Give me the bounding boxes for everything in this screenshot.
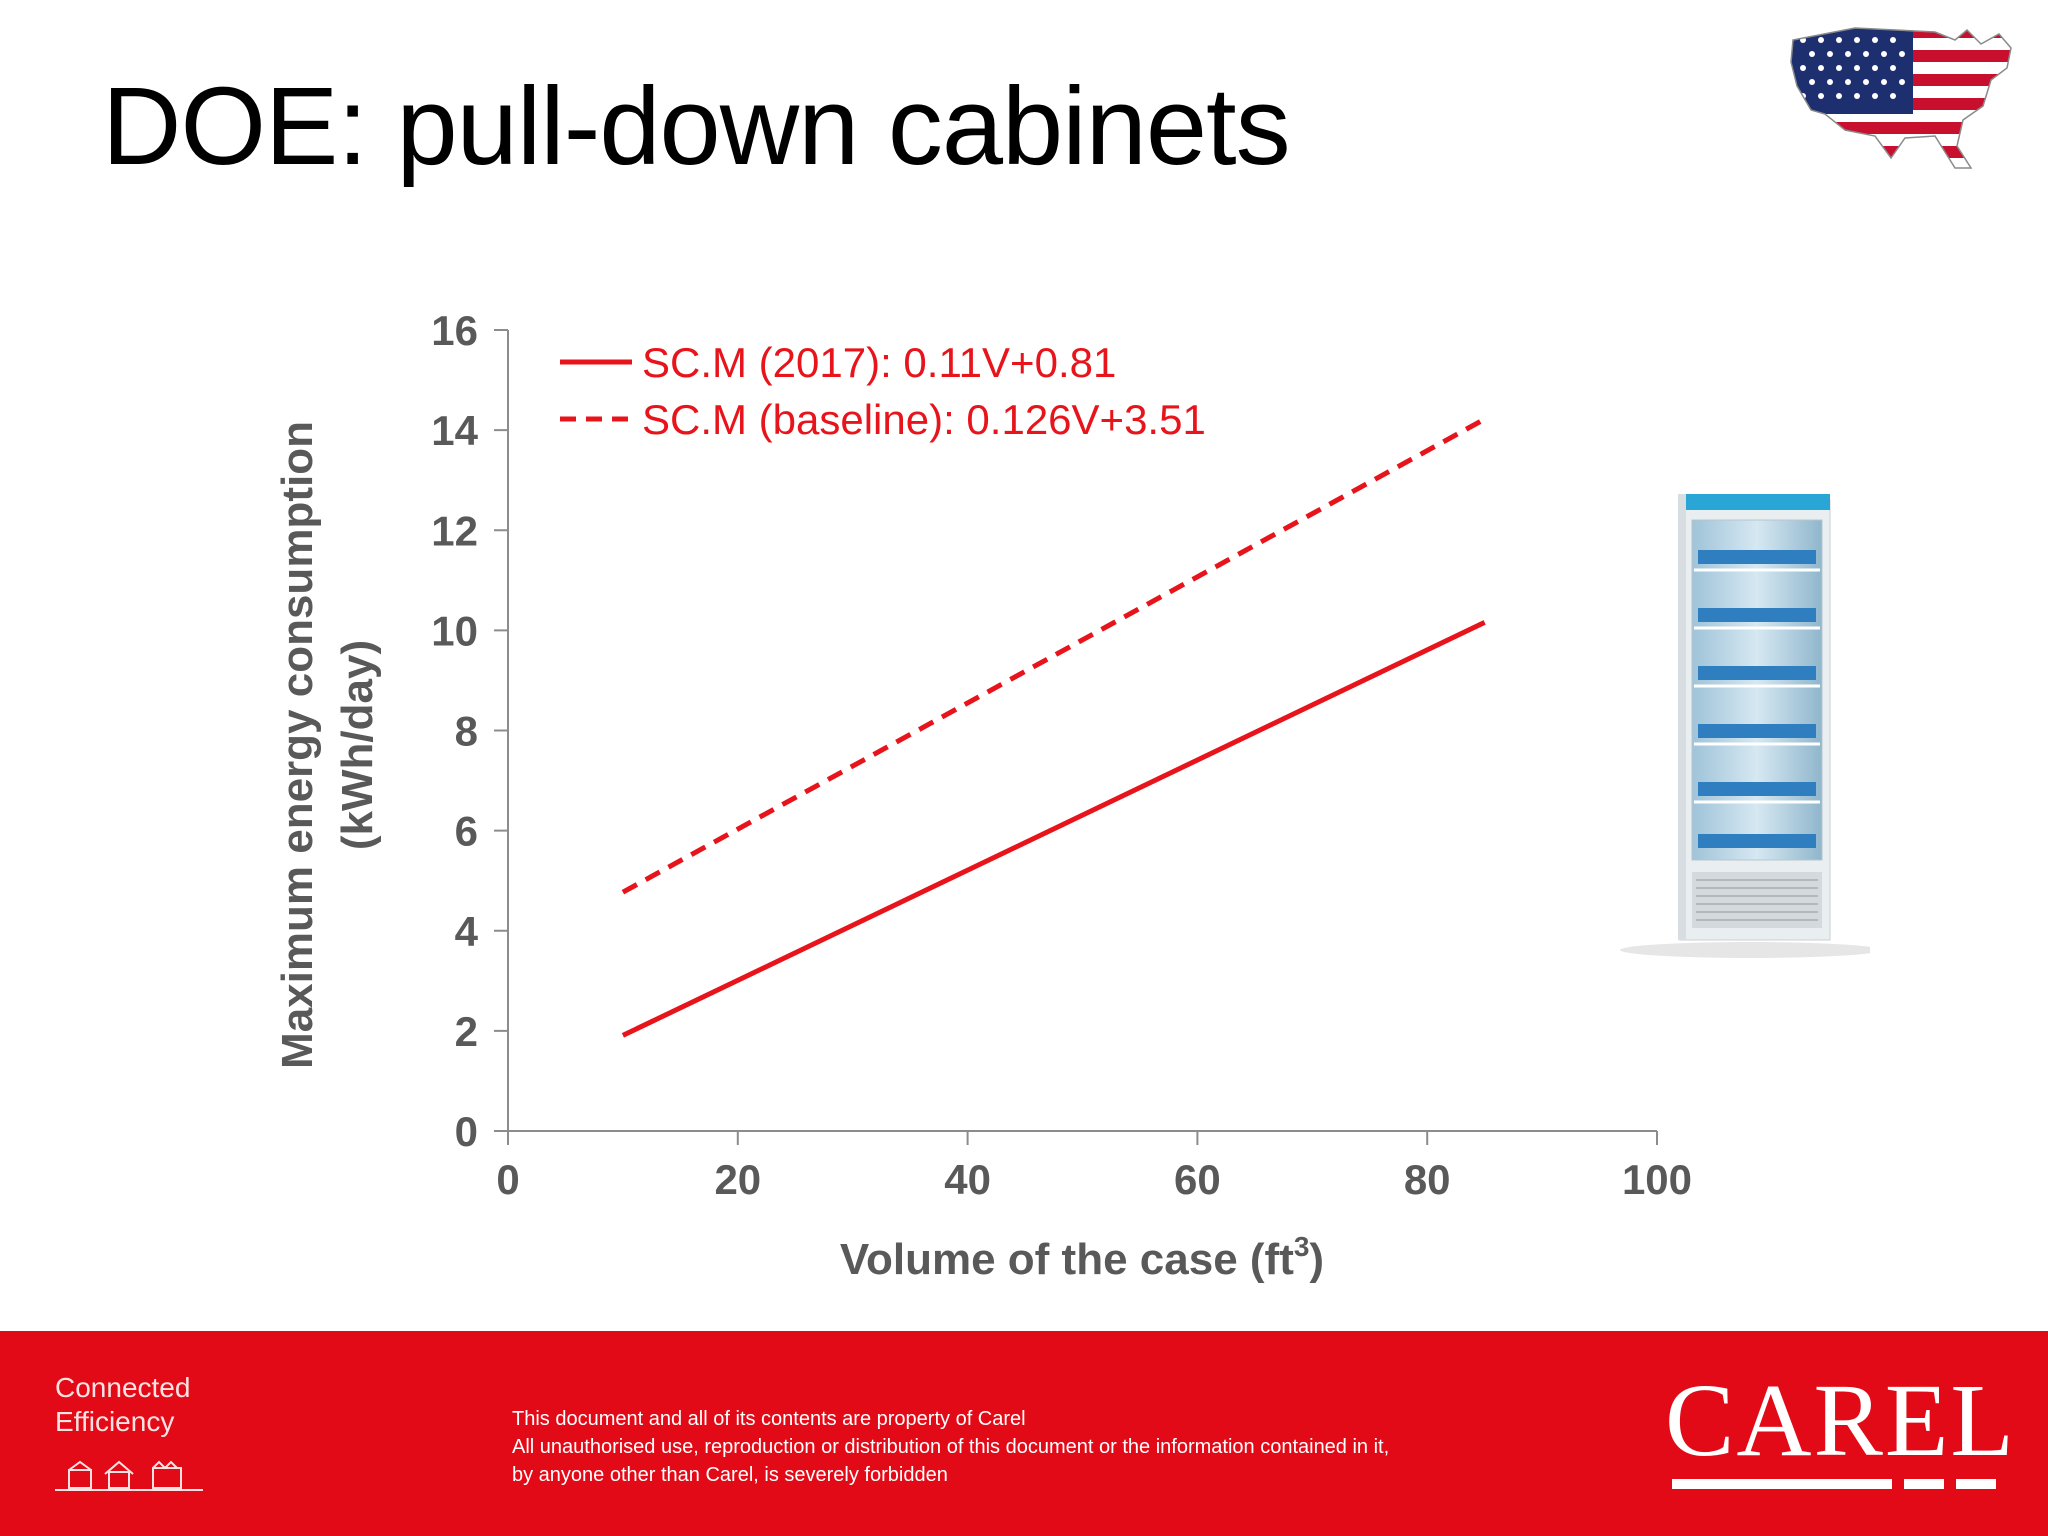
footer-bar: Connected Efficiency This document and a… bbox=[0, 1331, 2048, 1536]
y-axis-label-line-1: Maximum energy consumption bbox=[273, 421, 322, 1069]
y-tick-label: 12 bbox=[431, 507, 478, 554]
y-tick-label: 2 bbox=[455, 1008, 478, 1055]
refrigerated-cabinet-image bbox=[1620, 494, 1870, 958]
tagline-line-2: Efficiency bbox=[55, 1406, 175, 1437]
x-tick-label: 80 bbox=[1404, 1156, 1451, 1203]
us-flag-map-icon bbox=[1790, 27, 2012, 169]
disclaimer-line-3: by anyone other than Carel, is severely … bbox=[512, 1464, 948, 1486]
footer-disclaimer: This document and all of its contents ar… bbox=[512, 1405, 1389, 1489]
tagline-line-1: Connected bbox=[55, 1372, 191, 1403]
x-axis-label-text: Volume of the case (ft bbox=[840, 1235, 1294, 1284]
carel-logo: CAREL bbox=[1665, 1363, 2016, 1478]
disclaimer-line-2: All unauthorised use, reproduction or di… bbox=[512, 1436, 1390, 1458]
y-tick-label: 0 bbox=[455, 1108, 478, 1155]
y-axis-label-line-2: (kWh/day) bbox=[333, 640, 382, 850]
buildings-icon bbox=[55, 1460, 203, 1491]
y-tick-label: 4 bbox=[455, 908, 479, 955]
chart-legend: SC.M (2017): 0.11V+0.81 SC.M (baseline): … bbox=[560, 339, 1206, 443]
x-axis-label-close: ) bbox=[1309, 1235, 1324, 1284]
legend-label-1: SC.M (2017): 0.11V+0.81 bbox=[642, 339, 1116, 386]
y-tick-label: 6 bbox=[455, 808, 478, 855]
series-line-2 bbox=[621, 416, 1486, 895]
x-tick-label: 60 bbox=[1174, 1156, 1221, 1203]
y-tick-label: 14 bbox=[431, 407, 478, 454]
disclaimer-line-1: This document and all of its contents ar… bbox=[512, 1408, 1026, 1430]
carel-logo-underline bbox=[1672, 1479, 1996, 1489]
chart-ticks: 0 2 4 6 8 10 12 14 16 0 20 40 60 80 100 bbox=[431, 307, 1692, 1203]
x-axis-label: Volume of the case (ft3) bbox=[840, 1231, 1324, 1284]
slide-title: DOE: pull-down cabinets bbox=[102, 65, 1291, 188]
footer-tagline: Connected Efficiency bbox=[55, 1371, 190, 1439]
energy-chart: 0 2 4 6 8 10 12 14 16 0 20 40 60 80 100 SC.M (2017): 0… bbox=[273, 307, 1692, 1284]
chart-axes bbox=[507, 330, 1657, 1132]
y-tick-label: 16 bbox=[431, 307, 478, 354]
y-tick-label: 8 bbox=[455, 708, 478, 755]
x-tick-label: 100 bbox=[1622, 1156, 1692, 1203]
legend-label-2: SC.M (baseline): 0.126V+3.51 bbox=[642, 396, 1206, 443]
x-tick-label: 40 bbox=[944, 1156, 991, 1203]
x-tick-label: 20 bbox=[714, 1156, 761, 1203]
x-axis-label-superscript: 3 bbox=[1294, 1231, 1310, 1262]
y-tick-label: 10 bbox=[431, 607, 478, 654]
chart-series bbox=[621, 416, 1486, 1038]
x-tick-label: 0 bbox=[496, 1156, 519, 1203]
series-line-1 bbox=[621, 620, 1486, 1038]
